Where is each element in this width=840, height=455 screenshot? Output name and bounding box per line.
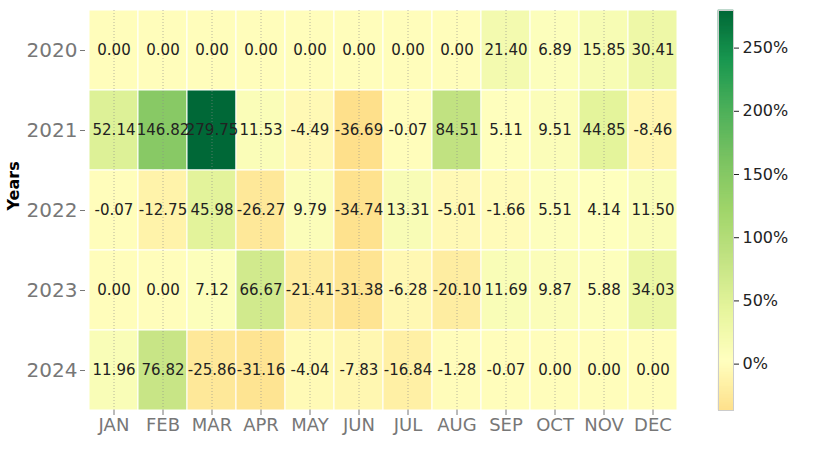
svg-text:100%: 100% xyxy=(743,228,789,247)
svg-text:JUN: JUN xyxy=(342,414,375,435)
svg-text:44.85: 44.85 xyxy=(583,121,626,139)
svg-text:66.67: 66.67 xyxy=(240,281,283,299)
svg-text:5.51: 5.51 xyxy=(538,201,571,219)
svg-text:-25.86: -25.86 xyxy=(188,361,236,379)
svg-text:2020: 2020 xyxy=(27,38,78,62)
svg-text:30.41: 30.41 xyxy=(632,41,675,59)
svg-text:9.87: 9.87 xyxy=(538,281,571,299)
svg-text:250%: 250% xyxy=(743,38,789,57)
svg-text:-0.07: -0.07 xyxy=(487,361,526,379)
svg-text:4.14: 4.14 xyxy=(587,201,620,219)
svg-text:-12.75: -12.75 xyxy=(139,201,187,219)
svg-text:-36.69: -36.69 xyxy=(335,121,383,139)
svg-text:0.00: 0.00 xyxy=(587,361,620,379)
svg-text:15.85: 15.85 xyxy=(583,41,626,59)
svg-text:-34.74: -34.74 xyxy=(335,201,383,219)
svg-text:Years: Years xyxy=(4,161,23,211)
svg-text:0.00: 0.00 xyxy=(97,41,130,59)
svg-text:7.12: 7.12 xyxy=(195,281,228,299)
svg-text:MAR: MAR xyxy=(192,414,232,435)
svg-text:DEC: DEC xyxy=(634,414,672,435)
svg-text:9.51: 9.51 xyxy=(538,121,571,139)
svg-text:APR: APR xyxy=(243,414,279,435)
svg-text:279.75: 279.75 xyxy=(186,121,239,139)
svg-text:0.00: 0.00 xyxy=(293,41,326,59)
svg-text:0.00: 0.00 xyxy=(244,41,277,59)
svg-text:84.51: 84.51 xyxy=(436,121,479,139)
svg-text:0.00: 0.00 xyxy=(440,41,473,59)
svg-text:2023: 2023 xyxy=(27,278,78,302)
svg-text:2021: 2021 xyxy=(27,118,78,142)
svg-text:9.79: 9.79 xyxy=(293,201,326,219)
svg-text:-0.07: -0.07 xyxy=(95,201,134,219)
svg-text:OCT: OCT xyxy=(536,414,575,435)
svg-text:11.69: 11.69 xyxy=(485,281,528,299)
svg-text:0.00: 0.00 xyxy=(146,281,179,299)
svg-text:-4.49: -4.49 xyxy=(291,121,330,139)
svg-text:0.00: 0.00 xyxy=(97,281,130,299)
svg-text:-21.41: -21.41 xyxy=(286,281,334,299)
svg-text:SEP: SEP xyxy=(489,414,523,435)
svg-text:11.96: 11.96 xyxy=(93,361,136,379)
svg-text:-31.16: -31.16 xyxy=(237,361,285,379)
svg-text:0.00: 0.00 xyxy=(391,41,424,59)
svg-text:JUL: JUL xyxy=(393,414,423,435)
svg-text:0.00: 0.00 xyxy=(146,41,179,59)
svg-text:0.00: 0.00 xyxy=(538,361,571,379)
svg-text:-1.28: -1.28 xyxy=(438,361,477,379)
svg-text:-6.28: -6.28 xyxy=(389,281,428,299)
svg-text:11.50: 11.50 xyxy=(632,201,675,219)
svg-text:-8.46: -8.46 xyxy=(634,121,673,139)
svg-text:146.82: 146.82 xyxy=(137,121,190,139)
svg-text:2022: 2022 xyxy=(27,198,78,222)
svg-text:34.03: 34.03 xyxy=(632,281,675,299)
svg-text:76.82: 76.82 xyxy=(142,361,185,379)
svg-text:0.00: 0.00 xyxy=(342,41,375,59)
svg-text:0.00: 0.00 xyxy=(636,361,669,379)
svg-text:JAN: JAN xyxy=(98,414,130,435)
svg-text:-31.38: -31.38 xyxy=(335,281,383,299)
svg-text:NOV: NOV xyxy=(584,414,624,435)
svg-text:-4.04: -4.04 xyxy=(291,361,330,379)
svg-text:50%: 50% xyxy=(743,291,779,310)
svg-text:200%: 200% xyxy=(743,101,789,120)
svg-text:0%: 0% xyxy=(743,354,768,373)
svg-text:2024: 2024 xyxy=(27,358,78,382)
svg-text:150%: 150% xyxy=(743,165,789,184)
svg-text:21.40: 21.40 xyxy=(485,41,528,59)
svg-text:13.31: 13.31 xyxy=(387,201,430,219)
svg-text:11.53: 11.53 xyxy=(240,121,283,139)
svg-text:-5.01: -5.01 xyxy=(438,201,477,219)
svg-text:AUG: AUG xyxy=(437,414,476,435)
svg-text:MAY: MAY xyxy=(291,414,329,435)
svg-text:6.89: 6.89 xyxy=(538,41,571,59)
svg-text:52.14: 52.14 xyxy=(93,121,136,139)
svg-text:45.98: 45.98 xyxy=(191,201,234,219)
svg-text:-20.10: -20.10 xyxy=(433,281,481,299)
svg-text:0.00: 0.00 xyxy=(195,41,228,59)
svg-text:-16.84: -16.84 xyxy=(384,361,432,379)
svg-text:5.11: 5.11 xyxy=(489,121,522,139)
svg-text:-1.66: -1.66 xyxy=(487,201,526,219)
svg-text:-0.07: -0.07 xyxy=(389,121,428,139)
svg-text:-26.27: -26.27 xyxy=(237,201,285,219)
svg-text:FEB: FEB xyxy=(146,414,180,435)
svg-text:5.88: 5.88 xyxy=(587,281,620,299)
svg-text:-7.83: -7.83 xyxy=(340,361,379,379)
